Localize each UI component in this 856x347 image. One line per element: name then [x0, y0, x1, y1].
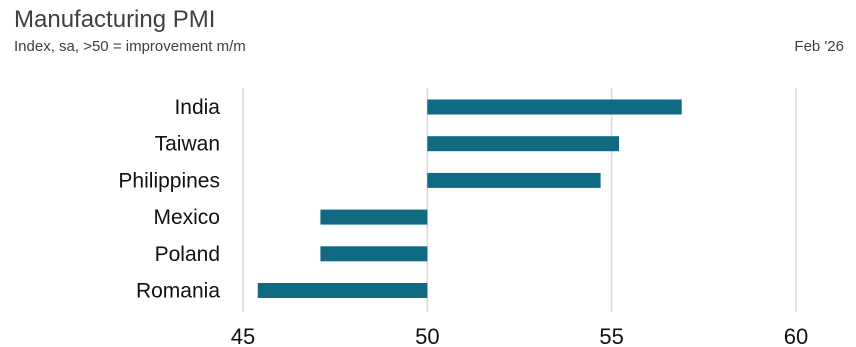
category-label-india: India [174, 96, 220, 119]
x-tick-60: 60 [784, 324, 808, 347]
bar-romania [257, 283, 428, 298]
category-label-mexico: Mexico [153, 206, 220, 229]
bar-poland [320, 246, 428, 262]
bar-mexico [320, 209, 428, 225]
category-label-taiwan: Taiwan [155, 133, 220, 156]
category-labels: India Taiwan Philippines Mexico Poland Romani… [118, 96, 220, 303]
category-label-poland: Poland [155, 243, 220, 266]
category-label-romania: Romania [136, 280, 220, 303]
chart-title: Manufacturing PMI [14, 6, 216, 33]
gridlines [242, 88, 797, 312]
chart-subtitle: Index, sa, >50 = improvement m/m [14, 38, 246, 55]
x-tick-55: 55 [599, 324, 623, 347]
bar-taiwan [427, 136, 620, 152]
x-tick-45: 45 [231, 324, 255, 347]
bar-philippines [427, 172, 601, 188]
date-label: Feb '26 [794, 38, 844, 55]
x-tick-50: 50 [415, 324, 439, 347]
x-tick-labels: 45 50 55 60 [231, 324, 808, 347]
bars [257, 99, 682, 298]
category-label-philippines: Philippines [118, 169, 220, 192]
bar-india [427, 99, 682, 115]
